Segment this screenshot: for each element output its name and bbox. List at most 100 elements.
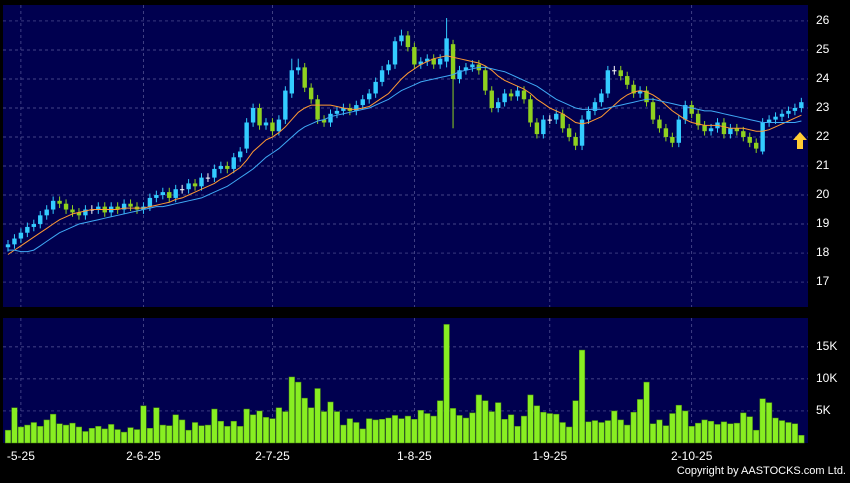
volume-bar bbox=[217, 420, 224, 444]
candle-body bbox=[586, 110, 591, 120]
volume-bar bbox=[353, 422, 360, 444]
volume-bar bbox=[669, 413, 676, 444]
x-tick-label: 2-10-25 bbox=[671, 449, 713, 463]
candle-body bbox=[670, 136, 675, 143]
volume-bar bbox=[224, 426, 231, 444]
candle-body bbox=[689, 105, 694, 114]
volume-bar bbox=[720, 421, 728, 444]
volume-bar bbox=[430, 415, 437, 444]
candle-body bbox=[321, 119, 327, 123]
volume-bar bbox=[759, 398, 766, 444]
volume-bar bbox=[75, 426, 83, 444]
candle-body bbox=[702, 125, 707, 132]
candle-body bbox=[573, 136, 578, 146]
volume-bar bbox=[282, 411, 289, 444]
candle-body bbox=[683, 105, 688, 120]
volume-bar bbox=[553, 413, 560, 444]
candle-body bbox=[205, 177, 211, 179]
volume-bar bbox=[17, 426, 24, 444]
y-tick-label: 24 bbox=[816, 71, 830, 85]
candle-body bbox=[786, 110, 791, 114]
candle-body bbox=[83, 209, 88, 216]
volume-bar bbox=[295, 381, 302, 444]
volume-bar bbox=[520, 415, 528, 444]
candle-body bbox=[541, 119, 546, 135]
candle-body bbox=[199, 177, 204, 187]
volume-bar bbox=[391, 415, 399, 444]
candle-body bbox=[238, 151, 243, 158]
volume-bar bbox=[379, 419, 386, 444]
candle-body bbox=[57, 200, 62, 204]
candle-body bbox=[173, 189, 178, 198]
candle-body bbox=[328, 113, 333, 123]
volume-bar bbox=[411, 419, 418, 444]
candle-body bbox=[528, 99, 533, 123]
candle-body bbox=[244, 122, 249, 149]
price-panel bbox=[3, 5, 808, 307]
candle-body bbox=[186, 183, 191, 190]
volume-bar bbox=[591, 420, 599, 444]
candle-body bbox=[25, 226, 30, 233]
candle-body bbox=[399, 35, 404, 42]
volume-bar bbox=[192, 422, 199, 444]
candle-body bbox=[637, 90, 643, 94]
plot-layer: 17 18 19 20 21 22 23 24 25 26 5K 10K 15K -5-25 2-6-25 2… bbox=[3, 5, 837, 463]
candle-body bbox=[147, 197, 153, 207]
candle-body bbox=[657, 119, 662, 129]
candle-body bbox=[50, 200, 56, 210]
volume-bar bbox=[701, 419, 708, 444]
volume-bar bbox=[198, 425, 205, 444]
candle-body bbox=[496, 102, 501, 108]
volume-bar bbox=[288, 376, 295, 444]
candle-body bbox=[96, 206, 101, 210]
volume-bar bbox=[50, 413, 57, 444]
candle-body bbox=[225, 166, 230, 169]
x-tick-label: 1-8-25 bbox=[397, 449, 432, 463]
y-tick-label: 15K bbox=[816, 339, 837, 353]
volume-bar bbox=[185, 429, 192, 444]
volume-bar bbox=[604, 420, 611, 444]
volume-bar bbox=[688, 426, 695, 444]
y-tick-label: 25 bbox=[816, 42, 830, 56]
volume-bar bbox=[733, 422, 740, 444]
candle-body bbox=[115, 206, 120, 210]
volume-bar bbox=[211, 408, 218, 444]
volume-bar bbox=[359, 428, 366, 444]
volume-bar bbox=[333, 411, 340, 444]
candle-body bbox=[379, 70, 385, 82]
candle-body bbox=[263, 122, 269, 126]
volume-bar bbox=[662, 425, 669, 444]
candle-body bbox=[457, 70, 462, 79]
signal-arrow bbox=[793, 132, 807, 149]
volume-bar bbox=[488, 411, 495, 444]
candle-body bbox=[257, 107, 262, 126]
candle-body bbox=[605, 70, 611, 94]
candle-body bbox=[76, 212, 82, 216]
volume-bar bbox=[140, 405, 147, 444]
volume-bar bbox=[708, 420, 715, 444]
volume-bar bbox=[572, 400, 579, 444]
candle-body bbox=[741, 131, 746, 137]
x-tick-label: 2-6-25 bbox=[126, 449, 161, 463]
volume-bar bbox=[495, 402, 502, 444]
volume-bar bbox=[88, 428, 95, 444]
volume-bar bbox=[24, 424, 31, 444]
volume-bar bbox=[101, 428, 108, 444]
volume-bar bbox=[56, 423, 63, 444]
candle-body bbox=[663, 128, 669, 137]
volume-bar bbox=[643, 381, 650, 444]
candle-body bbox=[747, 136, 752, 143]
volume-bar bbox=[95, 426, 102, 444]
volume-bar bbox=[308, 407, 315, 444]
volume-bar bbox=[43, 419, 50, 444]
volume-bar bbox=[785, 422, 792, 444]
volume-bar bbox=[546, 413, 553, 444]
candle-body bbox=[12, 238, 17, 245]
volume-bar bbox=[456, 415, 463, 444]
candle-body bbox=[444, 38, 449, 62]
volume-bar bbox=[133, 429, 141, 444]
candle-body bbox=[766, 119, 772, 123]
candle-body bbox=[5, 244, 11, 248]
candle-body bbox=[612, 70, 617, 72]
volume-bar bbox=[237, 426, 244, 444]
